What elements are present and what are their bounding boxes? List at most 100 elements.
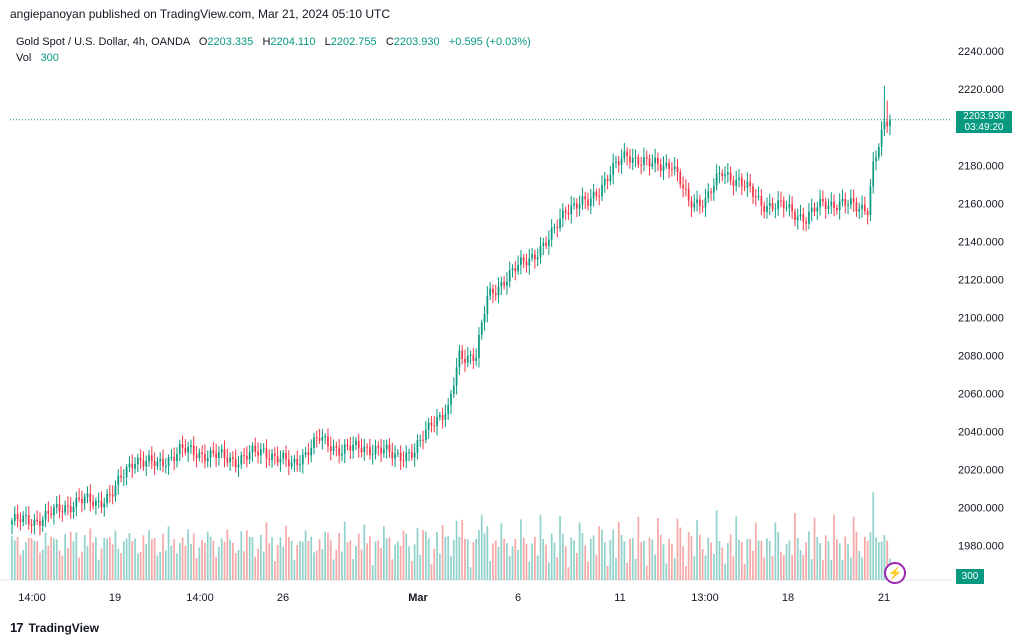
- candle-body: [687, 188, 690, 201]
- candle-body: [92, 502, 94, 506]
- candle-body: [746, 181, 749, 188]
- volume-bar: [743, 563, 746, 580]
- candle-body: [559, 218, 561, 229]
- candle-body: [651, 163, 654, 167]
- volume-bar: [654, 554, 656, 580]
- volume-bar: [111, 544, 114, 580]
- candle-body: [581, 196, 584, 205]
- volume-bar: [777, 532, 780, 580]
- candle-body: [198, 452, 201, 458]
- y-tick-label: 2160.000: [958, 198, 1004, 210]
- volume-bar: [545, 544, 547, 580]
- candle-body: [589, 198, 592, 206]
- candle-body: [156, 461, 159, 467]
- candle-body: [150, 455, 153, 462]
- candlestick-chart[interactable]: 2240.0002220.0002200.0002180.0002160.000…: [0, 28, 1024, 610]
- candle-body: [248, 452, 251, 460]
- candle-body: [771, 202, 774, 210]
- volume-bar: [310, 536, 313, 580]
- x-tick-label: 13:00: [691, 592, 719, 604]
- candle-body: [810, 207, 813, 212]
- volume-bar: [50, 536, 53, 580]
- volume-bar: [712, 553, 715, 580]
- legend-high: 2204.110: [270, 36, 316, 48]
- x-tick-label: 19: [109, 592, 121, 604]
- candle-body: [601, 184, 603, 196]
- volume-bar: [671, 543, 673, 580]
- volume-bar: [164, 550, 167, 580]
- volume-bar: [455, 520, 458, 580]
- candle-body: [657, 157, 659, 165]
- volume-bar: [766, 538, 768, 580]
- last-price-tag: 2203.930 03:49:20: [956, 110, 1012, 133]
- footer-brand[interactable]: 17 TradingView: [10, 620, 99, 635]
- volume-bar: [698, 534, 701, 580]
- volume-bar: [198, 547, 201, 580]
- volume-bar: [472, 541, 475, 580]
- volume-bar: [620, 534, 623, 580]
- candle-body: [176, 453, 178, 461]
- candle-body: [304, 452, 307, 455]
- volume-bar: [808, 531, 810, 580]
- volume-bar: [573, 540, 575, 580]
- volume-bar: [259, 534, 262, 580]
- lightning-icon[interactable]: ⚡: [884, 562, 906, 584]
- volume-bar: [749, 539, 752, 580]
- candle-body: [567, 212, 570, 215]
- candle-body: [623, 151, 626, 159]
- candle-body: [531, 254, 533, 259]
- candle-body: [478, 334, 480, 358]
- volume-bar: [679, 527, 682, 580]
- volume-bar: [248, 536, 251, 580]
- candle-body: [889, 119, 891, 127]
- volume-bar: [327, 532, 329, 580]
- candle-body: [232, 457, 234, 459]
- candle-body: [726, 172, 729, 175]
- volume-bar: [240, 531, 243, 580]
- candle-body: [698, 199, 701, 206]
- candle-body: [405, 452, 408, 461]
- candle-body: [542, 242, 545, 246]
- legend-line-1: Gold Spot / U.S. Dollar, 4h, OANDA O2203…: [16, 34, 531, 50]
- volume-bar: [229, 539, 231, 580]
- candle-body: [195, 454, 198, 458]
- volume-bar: [520, 519, 522, 580]
- candle-body: [872, 161, 875, 187]
- chart-frame[interactable]: 2240.0002220.0002200.0002180.0002160.000…: [0, 28, 1024, 610]
- candle-body: [89, 493, 92, 503]
- candle-body: [206, 457, 209, 462]
- volume-bar: [290, 540, 293, 580]
- volume-bar: [810, 559, 813, 580]
- volume-bar: [478, 529, 480, 580]
- y-tick-label: 1980.000: [958, 540, 1004, 552]
- volume-bar: [422, 530, 424, 580]
- volume-bar: [729, 534, 732, 580]
- volume-bar: [525, 543, 528, 580]
- candle-body: [712, 185, 715, 193]
- x-tick-label: 14:00: [186, 592, 214, 604]
- volume-bar: [25, 542, 27, 580]
- volume-bar: [47, 545, 50, 580]
- candle-body: [377, 446, 380, 448]
- candle-body: [229, 457, 231, 463]
- candle-body: [285, 453, 287, 460]
- candle-body: [679, 172, 682, 185]
- volume-bar: [19, 554, 22, 580]
- y-tick-label: 2080.000: [958, 350, 1004, 362]
- volume-bar: [771, 556, 774, 580]
- candle-body: [550, 227, 553, 240]
- candle-body: [167, 457, 170, 466]
- x-tick-label: 11: [614, 592, 625, 604]
- candle-body: [757, 195, 760, 198]
- volume-bar: [299, 541, 301, 580]
- volume-bar: [447, 536, 450, 580]
- volume-bar: [226, 529, 229, 580]
- volume-bar: [575, 552, 578, 580]
- candle-body: [111, 494, 114, 497]
- volume-bar: [606, 565, 609, 580]
- volume-bar: [282, 546, 285, 580]
- volume-bar: [637, 516, 640, 580]
- candle-body: [33, 519, 36, 526]
- candle-body: [315, 437, 318, 439]
- candle-body: [844, 198, 847, 206]
